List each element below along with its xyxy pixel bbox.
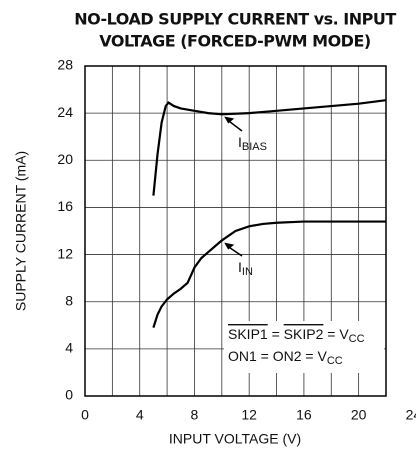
y-tick-label: 8: [65, 292, 73, 308]
note-box: [224, 321, 384, 373]
x-tick-label: 16: [296, 407, 312, 423]
y-tick-label: 12: [57, 245, 73, 261]
series-label-part: BIAS: [242, 141, 267, 153]
chart-title: VOLTAGE (FORCED-PWM MODE): [99, 32, 370, 51]
data-line: [152, 220, 386, 328]
y-tick-label: 4: [65, 340, 73, 356]
y-tick-label: 16: [57, 198, 73, 214]
x-tick-label: 12: [241, 407, 257, 423]
note-text-part: = V: [323, 326, 349, 342]
series-label-part: I: [238, 134, 242, 150]
x-axis-label: INPUT VOLTAGE (V): [169, 431, 301, 447]
note-text-part: SKIP2: [284, 326, 324, 342]
series-label-part: I: [238, 259, 242, 275]
x-tick-label: 8: [191, 407, 199, 423]
arrow-head: [224, 242, 235, 250]
arrow-head: [224, 116, 235, 124]
note-text-part: CC: [327, 355, 343, 367]
note-text: SKIP1 = SKIP2 = VCC: [228, 326, 365, 345]
y-tick-label: 0: [65, 387, 73, 403]
note-text: ON1 = ON2 = VCC: [228, 348, 343, 367]
series-label-part: IN: [242, 266, 253, 278]
note-text-part: SKIP1: [228, 326, 268, 342]
series-label: IIN: [238, 259, 253, 278]
note-text-part: =: [268, 326, 284, 342]
x-tick-label: 0: [81, 407, 89, 423]
y-tick-label: 20: [57, 151, 73, 167]
annotation-arrow: [227, 119, 243, 132]
annotation-arrow: [227, 245, 243, 257]
note-text-part: ON1 = ON2 = V: [228, 348, 327, 364]
x-tick-label: 24: [406, 407, 416, 423]
y-axis-label: SUPPLY CURRENT (mA): [13, 151, 29, 311]
plot-frame: [84, 65, 387, 397]
y-tick-label: 28: [57, 57, 73, 73]
y-tick-label: 24: [57, 104, 73, 120]
x-tick-label: 4: [136, 407, 144, 423]
chart-title: NO-LOAD SUPPLY CURRENT vs. INPUT: [74, 10, 396, 29]
series-label: IBIAS: [238, 134, 267, 153]
note-text-part: CC: [349, 333, 365, 345]
data-line: [152, 99, 387, 196]
x-tick-label: 20: [351, 407, 367, 423]
